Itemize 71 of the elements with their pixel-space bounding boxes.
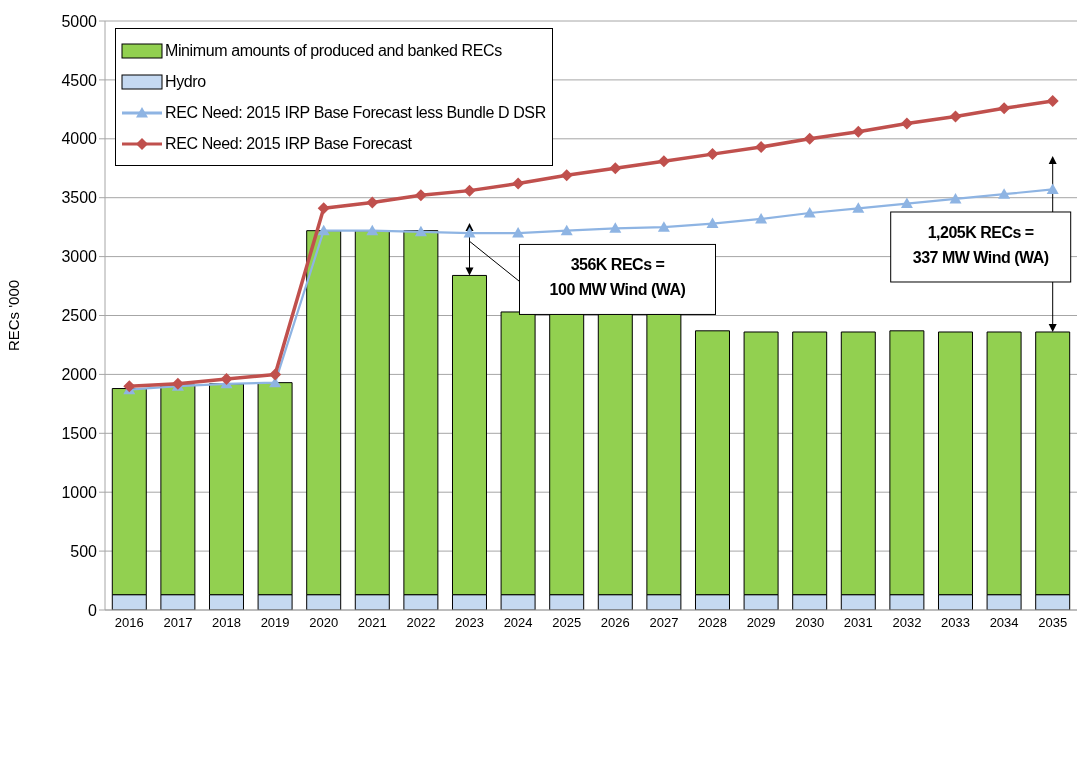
point <box>657 155 670 168</box>
point <box>900 117 913 130</box>
point <box>609 162 622 175</box>
x-tick-label: 2021 <box>357 615 387 631</box>
legend-label: Hydro <box>165 72 206 91</box>
point <box>852 125 865 138</box>
y-tick-label: 4000 <box>61 130 98 148</box>
point <box>366 224 379 236</box>
x-tick-label: 2027 <box>649 615 679 631</box>
point <box>657 221 670 232</box>
legend-label: REC Need: 2015 IRP Base Forecast less Bundle D DSR <box>165 103 546 122</box>
x-tick-label: 2025 <box>552 615 582 631</box>
x-tick-label: 2029 <box>746 615 776 631</box>
x-tick-label: 2024 <box>503 615 533 631</box>
x-tick-label: 2032 <box>892 615 922 631</box>
x-tick-label: 2033 <box>941 615 970 631</box>
point <box>1046 183 1059 194</box>
point <box>317 202 330 215</box>
point <box>366 196 379 209</box>
point <box>755 212 768 224</box>
y-tick-label: 3500 <box>61 189 98 207</box>
point <box>609 222 622 233</box>
x-tick-label: 2018 <box>212 615 241 631</box>
y-axis-title: RECs '000 <box>5 279 23 352</box>
y-tick-label: 0 <box>88 601 98 619</box>
legend-label: REC Need: 2015 IRP Base Forecast <box>165 134 412 153</box>
annotation: 1,205K RECs = 337 MW Wind (WA) <box>912 223 1049 266</box>
point <box>317 224 330 236</box>
annotation: 356K RECs = 100 MW Wind (WA) <box>549 256 686 299</box>
y-tick-label: 1000 <box>61 483 98 501</box>
x-tick-label: 2035 <box>1038 615 1068 631</box>
x-tick-label: 2026 <box>600 615 630 631</box>
point <box>512 177 525 190</box>
point <box>803 132 816 145</box>
point <box>803 207 816 218</box>
point <box>560 169 573 182</box>
x-tick-label: 2019 <box>260 615 290 631</box>
point <box>1046 95 1059 108</box>
point <box>414 189 427 202</box>
point <box>463 184 476 197</box>
x-tick-label: 2030 <box>795 615 825 631</box>
y-tick-label: 2000 <box>61 366 98 384</box>
x-tick-label: 2017 <box>163 615 193 631</box>
point <box>220 373 233 386</box>
point <box>414 225 427 237</box>
x-tick-label: 2028 <box>698 615 727 631</box>
point <box>949 192 962 204</box>
y-tick-label: 3000 <box>61 248 98 266</box>
x-tick-label: 2023 <box>455 615 484 631</box>
x-tick-label: 2016 <box>114 615 144 631</box>
y-tick-label: 1500 <box>61 424 98 442</box>
point <box>998 102 1011 115</box>
x-tick-label: 2031 <box>843 615 873 631</box>
point <box>706 217 719 229</box>
y-tick-label: 500 <box>70 542 98 560</box>
point <box>998 188 1011 199</box>
x-tick-label: 2022 <box>406 615 436 631</box>
legend-label: Minimum amounts of produced and banked RECs <box>165 41 502 60</box>
point <box>949 110 962 123</box>
point <box>463 227 476 238</box>
y-tick-label: 4500 <box>61 71 98 89</box>
point <box>900 197 913 209</box>
x-tick-label: 2020 <box>309 615 339 631</box>
point <box>560 224 573 236</box>
y-tick-label: 5000 <box>61 12 98 30</box>
point <box>269 368 282 381</box>
point <box>706 148 719 161</box>
x-tick-label: 2034 <box>989 615 1019 631</box>
point <box>852 202 865 213</box>
point <box>512 227 525 238</box>
y-tick-label: 2500 <box>61 307 98 325</box>
